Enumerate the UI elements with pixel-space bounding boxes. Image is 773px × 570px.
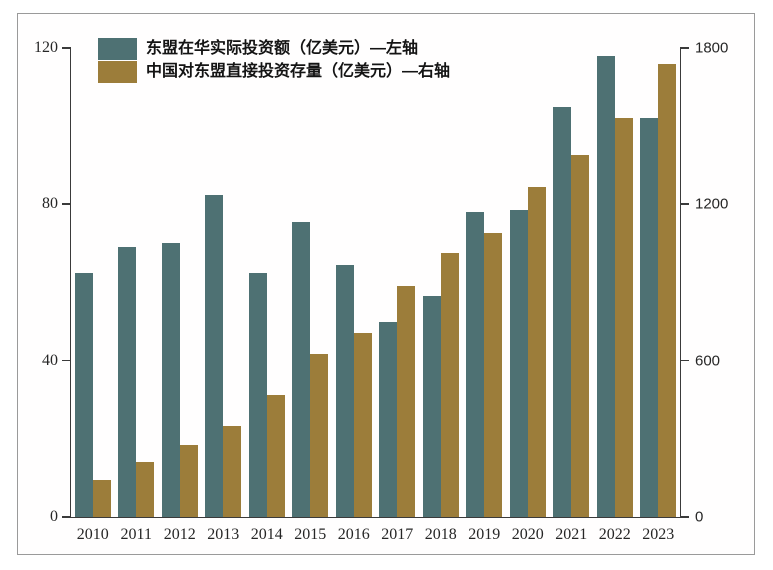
x-axis-label: 2017 bbox=[381, 526, 414, 543]
bar-china-odi-stock bbox=[484, 233, 503, 517]
legend-item-china-odi-stock: 中国对东盟直接投资存量（亿美元）—右轴 bbox=[98, 60, 450, 83]
bar-group bbox=[637, 48, 681, 517]
bar-asean-fdi-in-china bbox=[248, 272, 267, 517]
bar-china-odi-stock bbox=[92, 480, 111, 517]
y-tick-left bbox=[62, 47, 71, 49]
bar-china-odi-stock bbox=[223, 425, 242, 517]
bar-china-odi-stock bbox=[266, 394, 285, 517]
y-tick-right bbox=[680, 359, 689, 362]
y-tick-left bbox=[62, 359, 71, 362]
bar-china-odi-stock bbox=[397, 286, 416, 517]
bar-group bbox=[376, 48, 420, 517]
legend: 东盟在华实际投资额（亿美元）—左轴 中国对东盟直接投资存量（亿美元）—右轴 bbox=[98, 37, 450, 83]
y-axis-label-right: 1800 bbox=[695, 39, 729, 57]
y-tick-right bbox=[680, 47, 689, 49]
bar-asean-fdi-in-china bbox=[640, 118, 659, 517]
x-axis-label: 2016 bbox=[337, 526, 370, 543]
legend-label-asean-fdi-in-china: 东盟在华实际投资额（亿美元）—左轴 bbox=[146, 39, 419, 57]
legend-swatch-asean-fdi-in-china bbox=[98, 37, 137, 60]
bar-group bbox=[593, 48, 637, 517]
bar-asean-fdi-in-china bbox=[596, 55, 615, 517]
bar-china-odi-stock bbox=[353, 333, 372, 517]
y-axis-label-left: 80 bbox=[42, 195, 58, 213]
bar-asean-fdi-in-china bbox=[161, 243, 180, 517]
y-tick-right bbox=[680, 516, 689, 518]
bar-group bbox=[202, 48, 246, 517]
bar-group bbox=[71, 48, 115, 517]
bar-asean-fdi-in-china bbox=[118, 247, 137, 517]
x-axis-label: 2012 bbox=[163, 526, 196, 543]
bar-group bbox=[245, 48, 289, 517]
bar-china-odi-stock bbox=[136, 461, 155, 517]
bar-china-odi-stock bbox=[527, 187, 546, 517]
bar-group bbox=[506, 48, 550, 517]
bar-asean-fdi-in-china bbox=[422, 296, 441, 517]
legend-item-asean-fdi-in-china: 东盟在华实际投资额（亿美元）—左轴 bbox=[98, 37, 450, 60]
bar-asean-fdi-in-china bbox=[292, 221, 311, 517]
bar-group bbox=[115, 48, 159, 517]
bar-asean-fdi-in-china bbox=[509, 210, 528, 517]
x-axis-label: 2011 bbox=[120, 526, 152, 543]
y-tick-left bbox=[62, 516, 71, 518]
bar-asean-fdi-in-china bbox=[466, 212, 485, 517]
chart-frame: 2010 2011 2012 2013 2014 2015 2016 2017 2018 2019… bbox=[17, 13, 755, 555]
bar-group bbox=[332, 48, 376, 517]
y-tick-right bbox=[680, 203, 689, 205]
legend-swatch-china-odi-stock bbox=[98, 60, 137, 83]
x-axis-labels: 2010 2011 2012 2013 2014 2015 2016 2017 2018 2019… bbox=[71, 526, 680, 544]
bar-asean-fdi-in-china bbox=[335, 264, 354, 517]
bar-asean-fdi-in-china bbox=[379, 321, 398, 517]
x-axis-label: 2022 bbox=[598, 526, 631, 543]
bar-asean-fdi-in-china bbox=[205, 194, 224, 517]
bar-group bbox=[550, 48, 594, 517]
bars-container bbox=[71, 48, 680, 517]
bar-asean-fdi-in-china bbox=[74, 272, 93, 517]
bar-china-odi-stock bbox=[614, 118, 633, 517]
y-tick-left bbox=[62, 203, 71, 205]
x-axis-label: 2020 bbox=[511, 526, 544, 543]
x-axis-label: 2023 bbox=[642, 526, 675, 543]
plot-area: 2010 2011 2012 2013 2014 2015 2016 2017 2018 2019… bbox=[34, 39, 728, 543]
y-axis-label-left: 120 bbox=[34, 39, 58, 56]
bar-asean-fdi-in-china bbox=[553, 106, 572, 517]
y-axis-label-right: 0 bbox=[695, 508, 704, 526]
x-axis-label: 2010 bbox=[76, 526, 109, 543]
y-axis-label-right: 1200 bbox=[695, 195, 729, 213]
x-axis-label: 2014 bbox=[250, 526, 283, 543]
bar-china-odi-stock bbox=[440, 252, 459, 517]
bar-china-odi-stock bbox=[179, 444, 198, 517]
bar-group bbox=[463, 48, 507, 517]
bar-china-odi-stock bbox=[310, 353, 329, 517]
bar-group bbox=[158, 48, 202, 517]
x-axis-label: 2018 bbox=[424, 526, 457, 543]
x-axis-label: 2013 bbox=[207, 526, 240, 543]
y-axis-label-right: 600 bbox=[695, 352, 721, 370]
x-axis-label: 2019 bbox=[468, 526, 501, 543]
bar-group bbox=[289, 48, 333, 517]
x-axis-label: 2015 bbox=[294, 526, 327, 543]
legend-label-china-odi-stock: 中国对东盟直接投资存量（亿美元）—右轴 bbox=[146, 62, 451, 80]
y-axis-label-left: 40 bbox=[42, 351, 58, 369]
bar-china-odi-stock bbox=[658, 63, 677, 517]
x-axis-label: 2021 bbox=[555, 526, 588, 543]
y-axis-label-left: 0 bbox=[50, 508, 58, 525]
bar-china-odi-stock bbox=[571, 154, 590, 517]
bar-group bbox=[419, 48, 463, 517]
